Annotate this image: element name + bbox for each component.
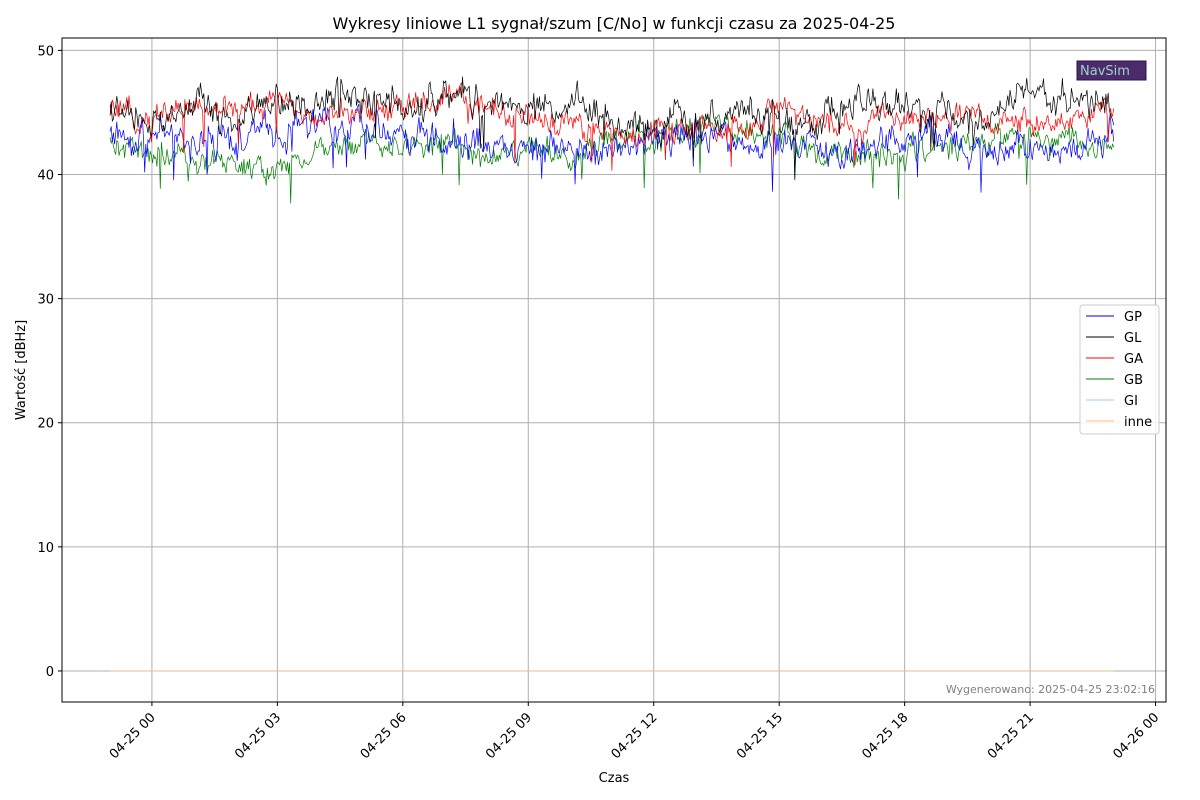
series-line-gp — [109, 104, 1115, 193]
x-tick-label: 04-26 00 — [1110, 710, 1162, 762]
logo-text: NavSim — [1080, 64, 1130, 79]
series-line-gl — [109, 76, 1115, 181]
legend-label-gb: GB — [1124, 373, 1143, 388]
y-tick-label: 30 — [37, 293, 54, 308]
y-tick-label: 20 — [37, 417, 54, 432]
x-tick-label: 04-25 00 — [107, 710, 159, 762]
chart-title: Wykresy liniowe L1 sygnał/szum [C/No] w … — [333, 14, 896, 33]
x-tick-label: 04-25 03 — [232, 710, 284, 762]
plot-frame — [61, 37, 1167, 703]
legend-label-ga: GA — [1124, 352, 1143, 367]
x-axis-label: Czas — [599, 771, 630, 786]
series-line-gb — [109, 114, 1115, 204]
y-tick-label: 0 — [46, 665, 54, 680]
logo-badge — [1076, 60, 1147, 81]
legend-label-gl: GL — [1124, 331, 1142, 346]
x-tick-label: 04-25 06 — [358, 710, 410, 762]
generated-timestamp: Wygenerowano: 2025-04-25 23:02:16 — [946, 683, 1155, 696]
y-axis-label: Wartość [dBHz] — [14, 320, 29, 420]
x-tick-label: 04-25 18 — [860, 710, 912, 762]
series-lines — [109, 76, 1115, 672]
x-axis: 04-25 00 04-25 03 04-25 06 04-25 09 04-25 12… — [107, 702, 1162, 762]
x-tick-label: 04-25 12 — [609, 710, 661, 762]
legend: GP GL GA GB GI inne — [1079, 304, 1160, 435]
x-tick-label: 04-25 15 — [734, 710, 786, 762]
logo: NavSim — [1076, 60, 1147, 81]
y-tick-label: 50 — [37, 44, 54, 59]
y-tick-label: 10 — [37, 541, 54, 556]
y-tick-label: 40 — [37, 169, 54, 184]
legend-label-inne: inne — [1124, 415, 1152, 430]
y-axis: 0 10 20 30 40 50 — [37, 44, 62, 680]
legend-label-gi: GI — [1124, 394, 1138, 409]
x-tick-label: 04-25 21 — [985, 710, 1037, 762]
legend-label-gp: GP — [1124, 310, 1142, 325]
x-tick-label: 04-25 09 — [483, 710, 535, 762]
